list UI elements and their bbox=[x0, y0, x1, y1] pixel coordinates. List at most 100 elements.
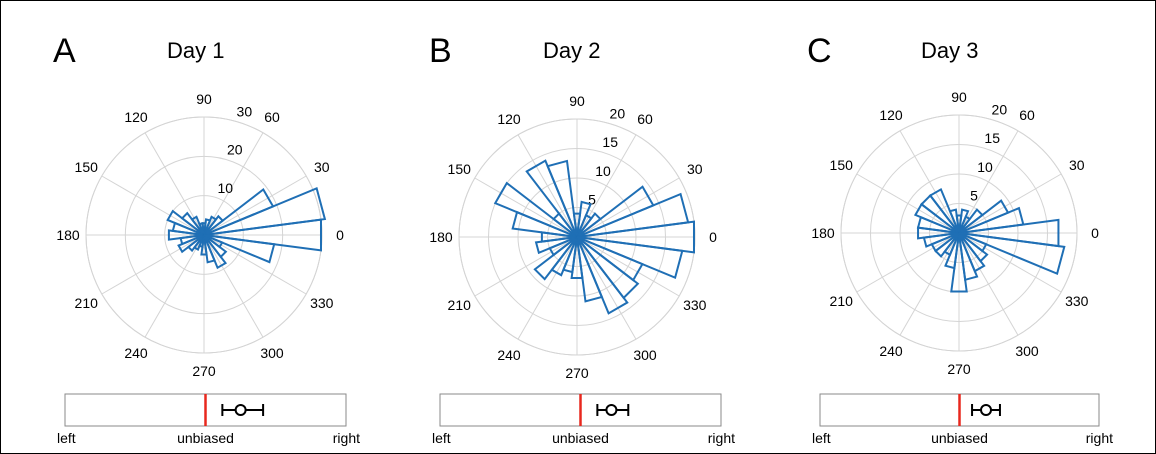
panel-b-angle-tick-30: 30 bbox=[687, 161, 703, 177]
panel-a-angle-tick-30: 30 bbox=[314, 159, 330, 175]
panel-c-left-label: left bbox=[812, 430, 831, 446]
panel-c-angle-tick-270: 270 bbox=[947, 361, 971, 377]
panel-c-right-label: right bbox=[1086, 430, 1113, 446]
panel-c-angle-tick-300: 300 bbox=[1015, 343, 1039, 359]
panel-b-spoke-300 bbox=[576, 236, 637, 340]
panel-b-radial-tick-15: 15 bbox=[602, 134, 618, 150]
panel-a-angle-tick-150: 150 bbox=[75, 159, 99, 175]
panel-c-angle-tick-60: 60 bbox=[1019, 107, 1035, 123]
panel-a-angle-tick-210: 210 bbox=[75, 295, 99, 311]
panel-a-bin-345 bbox=[203, 234, 276, 264]
panel-b-bin-30 bbox=[576, 185, 655, 238]
panel-a-angle-tick-300: 300 bbox=[260, 345, 284, 361]
panel-a-right-label: right bbox=[333, 430, 360, 446]
panel-b-right-label: right bbox=[708, 430, 735, 446]
panel-a-angle-tick-120: 120 bbox=[124, 109, 148, 125]
panel-c-spoke-120 bbox=[899, 130, 960, 234]
panel-a-angle-tick-270: 270 bbox=[192, 363, 216, 379]
panel-b-spoke-240 bbox=[517, 236, 578, 340]
panel-c-unbiased-label: unbiased bbox=[931, 430, 988, 446]
panel-a-spoke-240 bbox=[144, 234, 205, 338]
panel-b-radial-tick-5: 5 bbox=[588, 191, 596, 207]
panel-b-angle-tick-120: 120 bbox=[497, 111, 521, 127]
panel-c-mean-marker bbox=[980, 404, 993, 416]
panel-a-angle-tick-330: 330 bbox=[310, 295, 334, 311]
panel-a-radial-tick-20: 20 bbox=[227, 142, 243, 158]
panel-c-spoke-330 bbox=[958, 232, 1062, 293]
panel-b-unbiased-label: unbiased bbox=[552, 430, 609, 446]
panel-b-letter: B bbox=[429, 32, 452, 70]
panel-b-angle-tick-330: 330 bbox=[683, 297, 707, 313]
panel-c-spoke-150 bbox=[856, 173, 960, 234]
panel-a-spoke-330 bbox=[203, 234, 307, 295]
panel-c-angle-tick-240: 240 bbox=[879, 343, 903, 359]
panel-a-title: Day 1 bbox=[167, 38, 224, 63]
panel-c-bias-box: left unbiased right bbox=[812, 393, 1113, 446]
panel-b-radial-tick-20: 20 bbox=[610, 106, 626, 122]
panel-c-angle-tick-90: 90 bbox=[951, 89, 967, 105]
panel-a-radial-tick-30: 30 bbox=[237, 104, 253, 120]
panel-a-bin-30 bbox=[203, 188, 275, 236]
panel-c-bin-345 bbox=[958, 232, 1066, 276]
panel-a-bias-box: left unbiased right bbox=[57, 393, 360, 446]
panel-c-spoke-60 bbox=[958, 130, 1019, 234]
panel-b-bin-120 bbox=[525, 159, 578, 238]
panel-c-radial-tick-10: 10 bbox=[977, 159, 993, 175]
panel-b-angle-tick-210: 210 bbox=[448, 297, 472, 313]
panel-c-radial-tick-15: 15 bbox=[984, 130, 1000, 146]
panel-c-letter: C bbox=[807, 32, 832, 70]
panel-b-angle-tick-150: 150 bbox=[448, 161, 472, 177]
panel-b-angle-tick-240: 240 bbox=[497, 347, 521, 363]
panel-a-spoke-120 bbox=[144, 132, 205, 236]
panel-b-title: Day 2 bbox=[543, 38, 600, 63]
panel-a-spoke-150 bbox=[101, 175, 205, 236]
panel-b-spoke-210 bbox=[474, 236, 578, 297]
panel-b-angle-tick-0: 0 bbox=[709, 229, 717, 245]
panel-c-spoke-30 bbox=[958, 173, 1062, 234]
panel-a-angle-tick-0: 0 bbox=[336, 227, 344, 243]
panel-a-polar: 0 30 60 90 120 150 180 210 240 270 300 330 10 20 30 bbox=[56, 91, 344, 379]
panel-a-spoke-30 bbox=[203, 175, 307, 236]
panel-a-radial-tick-10: 10 bbox=[218, 180, 234, 196]
panel-a-angle-tick-240: 240 bbox=[124, 345, 148, 361]
panel-a-mean-marker bbox=[234, 404, 247, 416]
panel-b-radial-tick-10: 10 bbox=[595, 163, 611, 179]
panel-a-left-label: left bbox=[57, 430, 76, 446]
panel-a: A Day 1 0 30 60 90 120 150 180 210 240 270 300 330 1… bbox=[53, 32, 360, 446]
panel-c-polar: 0 30 60 90 120 150 180 210 240 270 300 330 5 10 15 20 bbox=[811, 89, 1099, 377]
panel-c: C Day 3 0 30 60 90 120 150 180 210 240 270 300 330 5… bbox=[807, 32, 1113, 446]
panel-a-angle-tick-60: 60 bbox=[264, 109, 280, 125]
panel-c-angle-tick-210: 210 bbox=[830, 293, 854, 309]
panel-b-spoke-120 bbox=[517, 134, 578, 238]
panel-a-unbiased-label: unbiased bbox=[177, 430, 234, 446]
panel-a-angle-tick-90: 90 bbox=[196, 91, 212, 107]
panel-b-spoke-60 bbox=[576, 134, 637, 238]
panel-a-letter: A bbox=[53, 32, 76, 70]
panel-b-angle-tick-180: 180 bbox=[429, 229, 453, 245]
panel-b-spoke-150 bbox=[474, 177, 578, 238]
panel-b-left-label: left bbox=[432, 430, 451, 446]
panel-a-spoke-300 bbox=[203, 234, 264, 338]
panel-c-spoke-210 bbox=[856, 232, 960, 293]
panel-b-angle-tick-90: 90 bbox=[569, 93, 585, 109]
panel-a-angle-tick-180: 180 bbox=[56, 227, 80, 243]
panel-c-angle-tick-0: 0 bbox=[1091, 225, 1099, 241]
panel-b-mean-marker bbox=[605, 404, 618, 416]
panel-c-title: Day 3 bbox=[921, 38, 978, 63]
panel-b-angle-tick-300: 300 bbox=[633, 347, 657, 363]
panel-b-spoke-330 bbox=[576, 236, 680, 297]
panel-b-spoke-30 bbox=[576, 177, 680, 238]
panel-a-spoke-210 bbox=[101, 234, 205, 295]
panel-b-angle-tick-270: 270 bbox=[565, 365, 589, 381]
panel-b-bin-345 bbox=[576, 236, 684, 280]
panel-c-angle-tick-30: 30 bbox=[1069, 157, 1085, 173]
panel-c-radial-tick-5: 5 bbox=[970, 187, 978, 203]
panel-c-angle-tick-150: 150 bbox=[830, 157, 854, 173]
panel-b-bias-box: left unbiased right bbox=[432, 393, 735, 446]
panel-c-spoke-300 bbox=[958, 232, 1019, 336]
panel-b: B Day 2 0 30 60 90 120 150 180 210 240 270 300 330 5… bbox=[429, 32, 735, 446]
panel-c-angle-tick-180: 180 bbox=[811, 225, 835, 241]
panel-c-angle-tick-330: 330 bbox=[1065, 293, 1089, 309]
